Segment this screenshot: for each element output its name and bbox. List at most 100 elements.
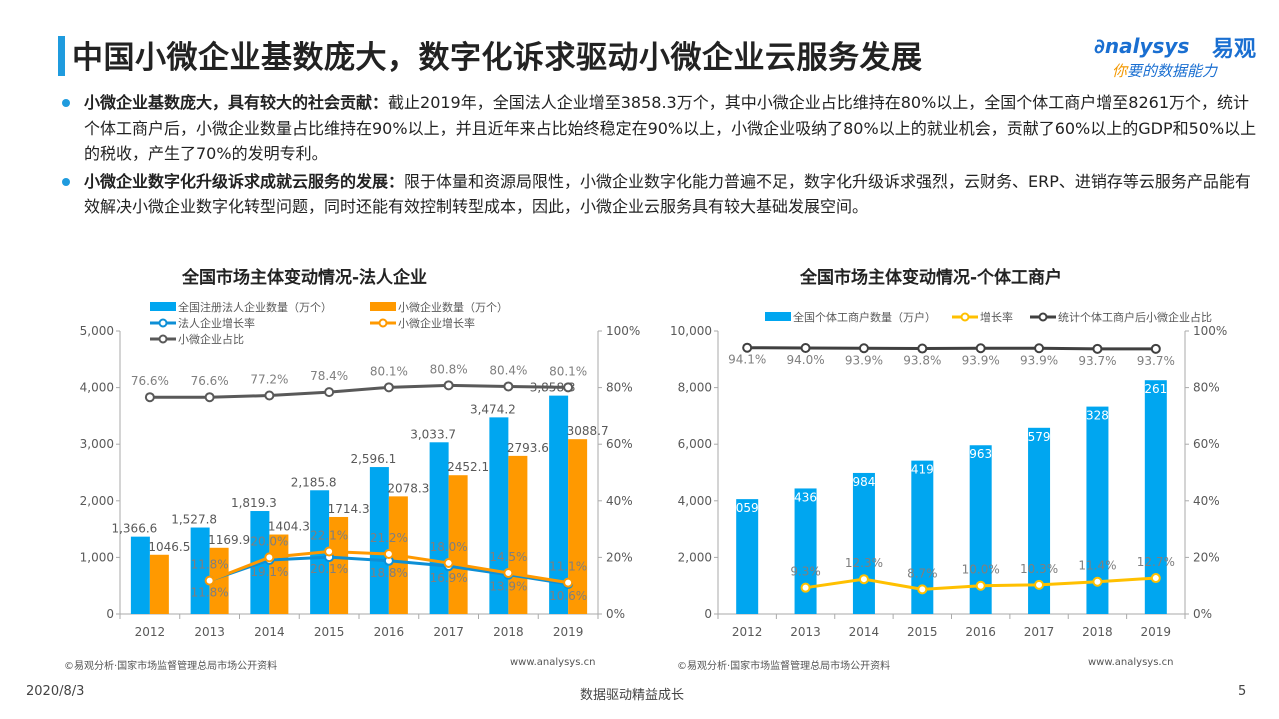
logo-cn: 易观 — [1212, 37, 1257, 62]
bar-label: 2,185.8 — [291, 475, 337, 489]
bar — [1028, 427, 1051, 614]
y-tick-label: 4,000 — [678, 494, 712, 508]
bar — [794, 488, 817, 614]
legend-label: 全国个体工商户数量（万户） — [793, 310, 936, 324]
bar — [149, 554, 169, 614]
logo-slogan-text: 要的数据能力 — [1127, 62, 1218, 80]
point-label: 80.1% — [549, 364, 587, 378]
point-label: 20.1% — [310, 562, 348, 576]
bar-label: 8,261.0 — [1133, 382, 1179, 396]
y2-tick-label: 100% — [606, 324, 640, 338]
source-right: ©易观分析·国家市场监督管理总局市场公开资料 — [677, 661, 891, 672]
line-point — [1150, 573, 1161, 584]
point-label: 76.6% — [191, 374, 229, 388]
y-tick-label: 2,000 — [80, 494, 114, 508]
bar-label: 6,579.4 — [1016, 430, 1062, 444]
y2-tick-label: 20% — [606, 550, 633, 564]
point-label: 18.8% — [370, 566, 408, 580]
bar — [269, 534, 289, 614]
line-point — [975, 580, 986, 591]
point-label: 21.2% — [370, 531, 408, 545]
point-label: 12.3% — [845, 556, 883, 570]
page-number: 5 — [1238, 684, 1247, 699]
bar-label: 4,436.3 — [783, 490, 829, 504]
bar — [190, 527, 210, 614]
point-label: 19.1% — [250, 565, 288, 579]
x-tick-label: 2014 — [849, 625, 880, 639]
y-tick-label: 10,000 — [670, 324, 712, 338]
logo-slogan-accent: 你 — [1112, 62, 1128, 80]
x-tick-label: 2016 — [374, 625, 405, 639]
legend-label: 法人企业增长率 — [178, 316, 255, 330]
bar — [852, 472, 875, 614]
point-label: 11.4% — [1078, 559, 1116, 573]
point-label: 16.9% — [430, 571, 468, 585]
bar-label: 3,474.2 — [470, 402, 516, 416]
point-label: 11.8% — [191, 586, 229, 600]
y-tick-label: 6,000 — [678, 437, 712, 451]
footer-date: 2020/8/3 — [26, 684, 85, 699]
line-point — [264, 552, 275, 563]
y-tick-label: 4,000 — [80, 381, 114, 395]
y-tick-label: 0 — [704, 607, 712, 621]
point-label: 76.6% — [131, 374, 169, 388]
bar-label: 1,366.6 — [111, 522, 157, 536]
bar — [911, 460, 934, 614]
point-label: 10.0% — [962, 563, 1000, 577]
bar — [969, 445, 992, 614]
x-tick-label: 2013 — [194, 625, 225, 639]
point-label: 11.8% — [191, 558, 229, 572]
point-label: 93.8% — [903, 354, 941, 368]
bar — [329, 516, 349, 614]
bullet-heading: 小微企业数字化升级诉求成就云服务的发展： — [84, 171, 405, 191]
bar — [448, 475, 468, 614]
point-label: 93.9% — [1020, 353, 1058, 367]
bullet-text: 截止2019年，全国法人企业增至3858.3万个，其中小微企业占比维持在80%以… — [84, 93, 1257, 163]
point-label: 93.9% — [962, 353, 1000, 367]
line-point — [1034, 343, 1045, 354]
bar-label: 2452.1 — [447, 460, 489, 474]
y2-tick-label: 0% — [1193, 607, 1212, 621]
legend-swatch-bar — [765, 312, 791, 321]
line-point — [563, 577, 574, 588]
bar-label: 1,819.3 — [231, 496, 277, 510]
y2-tick-label: 40% — [606, 494, 633, 508]
point-label: 18.0% — [430, 540, 468, 554]
line-point — [443, 558, 454, 569]
line-point — [1150, 343, 1161, 354]
legend-swatch-bar — [370, 302, 396, 311]
bar — [1086, 406, 1109, 614]
y2-tick-label: 40% — [1193, 494, 1220, 508]
y2-tick-label: 20% — [1193, 550, 1220, 564]
x-tick-label: 2014 — [254, 625, 285, 639]
legend-label: 小微企业数量（万个） — [398, 300, 508, 314]
x-tick-label: 2016 — [965, 625, 996, 639]
bar-label: 3088.7 — [567, 424, 609, 438]
point-label: 10.6% — [549, 589, 587, 603]
footer-slogan: 数据驱动精益成长 — [580, 688, 685, 703]
bar-label: 4,984.1 — [841, 475, 887, 489]
point-label: 80.4% — [489, 363, 527, 377]
x-tick-label: 2019 — [553, 625, 584, 639]
y-tick-label: 1,000 — [80, 550, 114, 564]
y2-tick-label: 100% — [1193, 324, 1227, 338]
y2-tick-label: 80% — [606, 381, 633, 395]
bar — [736, 499, 759, 614]
point-label: 94.1% — [728, 353, 766, 367]
bar — [369, 467, 389, 614]
point-label: 93.7% — [1078, 354, 1116, 368]
bar — [489, 417, 509, 614]
line-point — [503, 567, 514, 578]
legend-swatch-marker — [158, 318, 168, 328]
x-tick-label: 2013 — [790, 625, 821, 639]
x-tick-label: 2017 — [433, 625, 464, 639]
page-title: 中国小微企业基数庞大，数字化诉求驱动小微企业云服务发展 — [72, 40, 923, 76]
x-tick-label: 2018 — [1082, 625, 1113, 639]
x-tick-label: 2012 — [732, 625, 763, 639]
bar-label: 2078.3 — [387, 481, 429, 495]
bar-label: 1169.9 — [208, 533, 250, 547]
legend-label: 统计个体工商户后小微企业占比 — [1058, 310, 1212, 324]
y-tick-label: 0 — [106, 607, 114, 621]
bullet-dot-icon — [62, 177, 70, 186]
